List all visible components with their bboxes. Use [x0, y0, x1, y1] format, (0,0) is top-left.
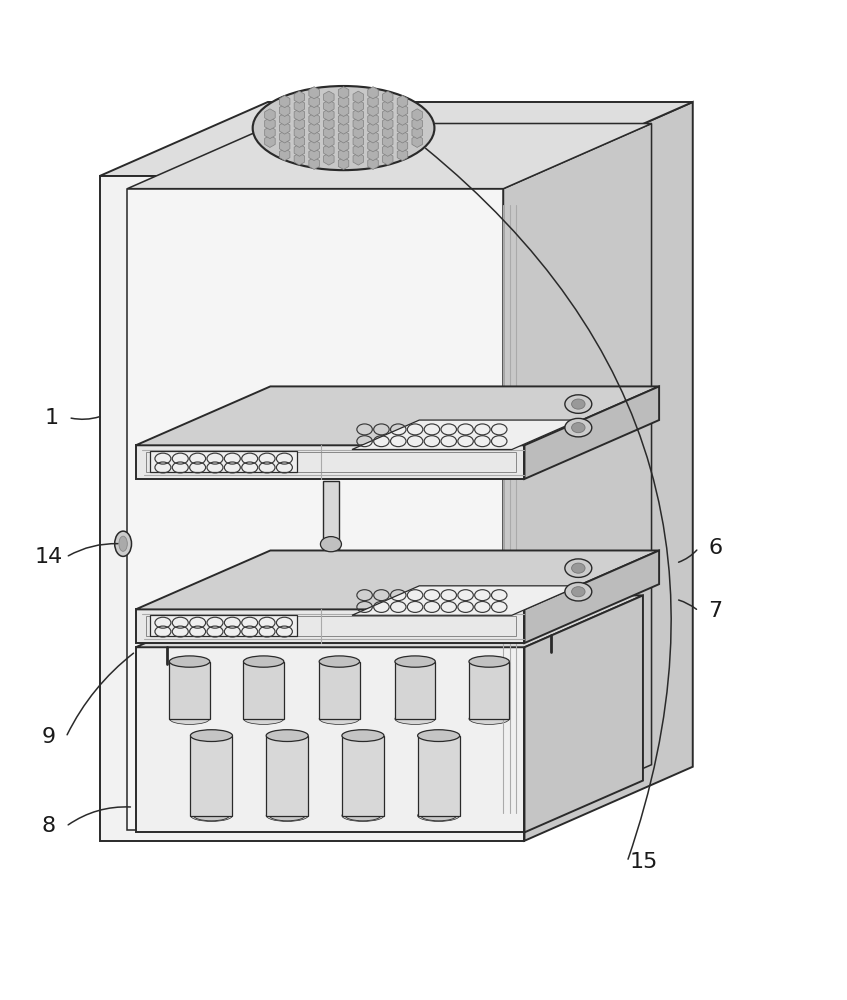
- Ellipse shape: [418, 730, 460, 741]
- Polygon shape: [503, 124, 651, 830]
- Polygon shape: [136, 647, 524, 832]
- Text: 15: 15: [630, 852, 658, 872]
- Polygon shape: [324, 481, 339, 608]
- Polygon shape: [127, 124, 651, 189]
- Text: 8: 8: [42, 816, 56, 836]
- Ellipse shape: [345, 810, 381, 821]
- Polygon shape: [524, 595, 643, 832]
- Text: 7: 7: [708, 601, 722, 621]
- Ellipse shape: [469, 713, 509, 724]
- Polygon shape: [127, 189, 503, 830]
- Ellipse shape: [119, 536, 127, 551]
- Polygon shape: [324, 604, 347, 608]
- Polygon shape: [136, 550, 659, 609]
- Ellipse shape: [565, 582, 592, 601]
- Polygon shape: [150, 451, 297, 472]
- Polygon shape: [352, 586, 579, 615]
- Ellipse shape: [342, 730, 384, 741]
- Ellipse shape: [319, 713, 359, 724]
- Ellipse shape: [565, 418, 592, 437]
- Ellipse shape: [395, 656, 435, 667]
- Ellipse shape: [191, 730, 232, 741]
- Polygon shape: [266, 736, 308, 816]
- Polygon shape: [150, 615, 297, 636]
- Ellipse shape: [418, 810, 460, 821]
- Polygon shape: [169, 662, 210, 719]
- Ellipse shape: [320, 537, 341, 552]
- Ellipse shape: [243, 656, 284, 667]
- Ellipse shape: [266, 730, 308, 741]
- Ellipse shape: [572, 563, 585, 573]
- Ellipse shape: [169, 656, 210, 667]
- Text: 6: 6: [708, 538, 722, 558]
- Polygon shape: [100, 176, 524, 841]
- Polygon shape: [352, 420, 579, 450]
- Polygon shape: [191, 736, 232, 816]
- Polygon shape: [136, 445, 524, 479]
- Ellipse shape: [191, 810, 232, 821]
- Ellipse shape: [252, 86, 435, 170]
- Polygon shape: [136, 595, 643, 647]
- Polygon shape: [395, 662, 435, 719]
- Polygon shape: [469, 662, 509, 719]
- Ellipse shape: [565, 395, 592, 413]
- Polygon shape: [243, 662, 284, 719]
- Polygon shape: [136, 609, 524, 643]
- Text: 14: 14: [35, 547, 64, 567]
- Polygon shape: [342, 736, 384, 816]
- Ellipse shape: [395, 713, 435, 724]
- Ellipse shape: [342, 810, 384, 821]
- Ellipse shape: [421, 810, 457, 821]
- Ellipse shape: [269, 810, 305, 821]
- Ellipse shape: [243, 713, 284, 724]
- Text: 9: 9: [42, 727, 56, 747]
- Ellipse shape: [194, 810, 230, 821]
- Ellipse shape: [319, 656, 359, 667]
- Ellipse shape: [565, 559, 592, 577]
- Polygon shape: [136, 386, 659, 445]
- Polygon shape: [100, 102, 693, 176]
- Polygon shape: [524, 102, 693, 841]
- Ellipse shape: [572, 423, 585, 433]
- Ellipse shape: [572, 399, 585, 409]
- Ellipse shape: [572, 587, 585, 597]
- Polygon shape: [524, 550, 659, 643]
- Polygon shape: [319, 662, 359, 719]
- Polygon shape: [524, 386, 659, 479]
- Ellipse shape: [169, 713, 210, 724]
- Text: 1: 1: [45, 408, 58, 428]
- Ellipse shape: [469, 656, 509, 667]
- Polygon shape: [418, 736, 460, 816]
- Ellipse shape: [114, 531, 131, 556]
- Ellipse shape: [266, 810, 308, 821]
